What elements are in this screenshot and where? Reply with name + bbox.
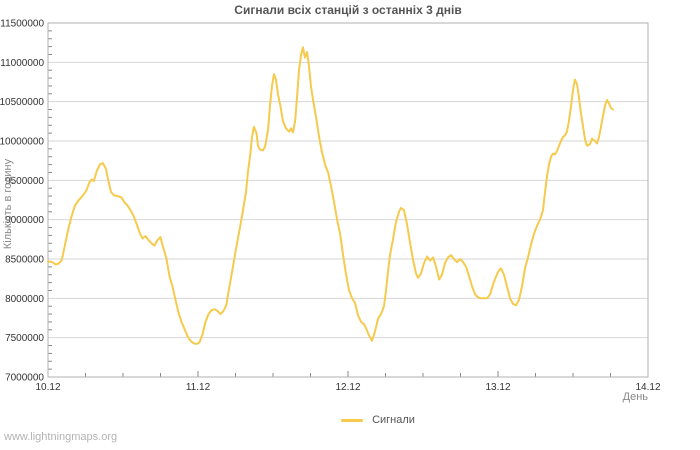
legend: Сигнали: [28, 414, 700, 426]
series-line: [47, 46, 614, 345]
svg-text:7500000: 7500000: [5, 333, 44, 344]
watermark-link[interactable]: www.lightningmaps.org: [4, 431, 118, 443]
svg-text:9500000: 9500000: [5, 176, 44, 187]
plot-frame: [47, 22, 649, 378]
svg-text:11500000: 11500000: [0, 19, 44, 30]
grid-lines: [48, 61, 648, 339]
svg-text:13.12: 13.12: [485, 382, 510, 393]
svg-text:11000000: 11000000: [0, 58, 44, 69]
y-tick-labels: 7000000 7500000 8000000 8500000 9000000 95000…: [0, 19, 44, 384]
svg-text:12.12: 12.12: [335, 382, 360, 393]
svg-text:8500000: 8500000: [5, 255, 44, 266]
svg-text:14.12: 14.12: [635, 382, 660, 393]
legend-line-swatch: [341, 418, 364, 422]
svg-text:11.12: 11.12: [186, 382, 211, 393]
chart-title: Сигнали всіх станцій з останніх 3 днів: [234, 3, 462, 17]
x-tick-labels: 10.12 11.12 12.12 13.12 14.12: [35, 382, 660, 393]
svg-text:10.12: 10.12: [35, 382, 60, 393]
svg-text:8000000: 8000000: [5, 294, 44, 305]
axis-ticks: [47, 30, 649, 377]
svg-text:10000000: 10000000: [0, 137, 44, 148]
legend-label: Сигнали: [372, 414, 415, 426]
svg-text:9000000: 9000000: [5, 215, 44, 226]
svg-text:10500000: 10500000: [0, 97, 44, 108]
svg-text:7000000: 7000000: [5, 373, 44, 384]
x-axis-title: День: [622, 391, 648, 403]
y-axis-title: Кількість в годину: [2, 158, 14, 250]
